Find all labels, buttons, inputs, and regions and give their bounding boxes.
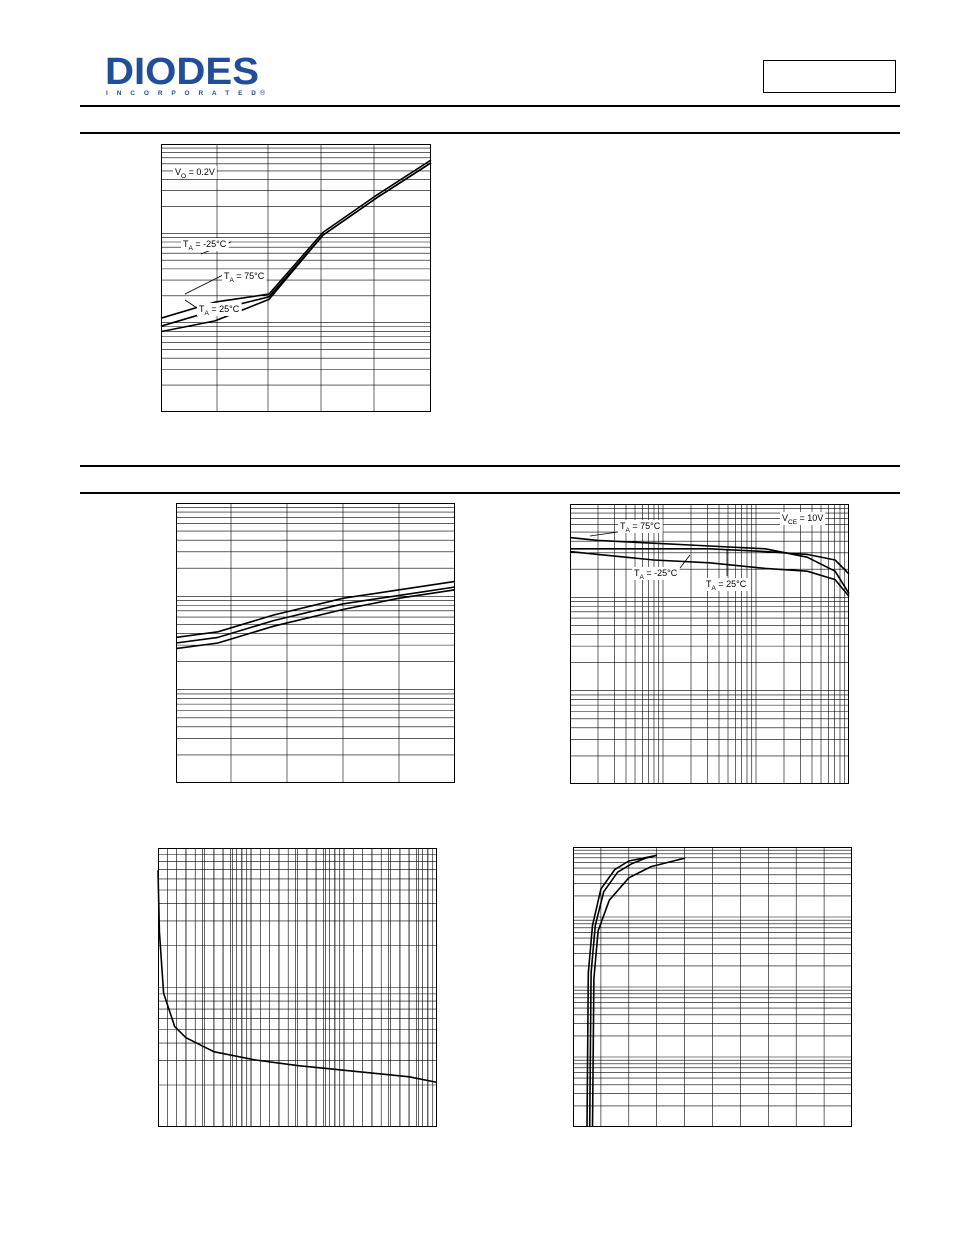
annotation-background	[197, 303, 242, 316]
annotation-leader	[184, 299, 198, 309]
series-line-1	[157, 870, 438, 1084]
chart-fig3: VCE = 10V TA = 75°C TA = -25°C TA = 25°C	[569, 504, 850, 784]
series-line-1	[175, 589, 456, 650]
plot-frame	[570, 504, 849, 784]
series-line-3	[569, 550, 850, 597]
annotation-background	[618, 520, 663, 533]
logo-text: DIODES	[105, 52, 259, 93]
series-line-1	[569, 536, 850, 595]
annotation-background	[222, 270, 267, 283]
diodes-logo: DIODES I N C O R P O R A T E D ®	[105, 52, 266, 97]
plot-frame	[161, 144, 431, 412]
series-line-2	[175, 586, 456, 644]
annotation-label: TA = -25°C	[183, 239, 227, 252]
series-line-2	[588, 854, 657, 1128]
annotation-label: TA = 25°C	[199, 304, 240, 317]
annotation-background	[632, 567, 680, 580]
series-line-3	[175, 580, 456, 639]
annotation-label: VCE = 10V	[782, 513, 823, 526]
section-rule	[80, 465, 900, 467]
annotation-background	[181, 238, 229, 251]
section-rule	[80, 132, 900, 134]
annotation-leader	[184, 274, 224, 295]
annotation-label: TA = 75°C	[620, 521, 661, 534]
chart-fig4	[157, 848, 438, 1127]
registered-mark: ®	[260, 89, 266, 97]
section-rule	[80, 492, 900, 494]
annotation-background	[173, 166, 217, 179]
annotation-background	[780, 512, 826, 525]
chart-fig1: VO = 0.2V TA = -25°C TA = 75°C TA = 25°C	[160, 144, 432, 412]
annotation-leader	[679, 554, 691, 569]
annotation-label: TA = 75°C	[224, 271, 265, 284]
chart-fig2	[175, 503, 456, 783]
annotation-background	[704, 578, 749, 591]
part-number-box	[763, 60, 896, 93]
chart-fig5	[573, 847, 852, 1128]
header-rule	[80, 105, 900, 107]
annotation-label: VO = 0.2V	[175, 167, 215, 180]
annotation-leader	[589, 531, 619, 537]
series-line-1	[586, 854, 657, 1128]
annotation-label: TA = 25°C	[706, 579, 747, 592]
series-line-3	[591, 857, 685, 1128]
series-line-2	[570, 547, 850, 575]
annotation-label: TA = -25°C	[634, 568, 678, 581]
